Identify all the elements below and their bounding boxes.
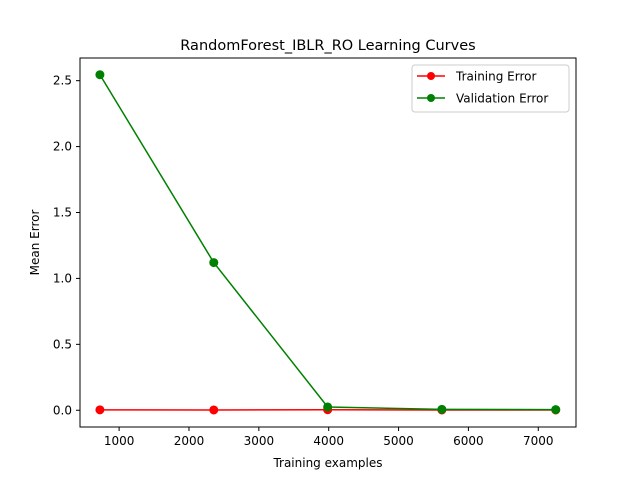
legend: Training Error Validation Error: [411, 64, 570, 113]
x-tick-label: 2000: [174, 434, 205, 448]
series-layer: [95, 70, 561, 415]
y-tick-label: 1.0: [53, 271, 72, 285]
x-axis-label: Training examples: [272, 456, 382, 470]
y-axis-label: Mean Error: [28, 210, 42, 276]
y-tick-label: 2.5: [53, 74, 72, 88]
legend-validation-error-marker: [427, 94, 435, 102]
chart-title: RandomForest_IBLR_RO Learning Curves: [180, 38, 475, 54]
y-tick-label: 0.5: [53, 337, 72, 351]
y-axis-ticks: 0.0 0.5 1.0 1.5 2.0 2.5: [53, 74, 80, 417]
validation-error-point: [209, 258, 219, 268]
y-tick-label: 1.5: [53, 206, 72, 220]
legend-training-error-label: Training Error: [455, 70, 536, 84]
legend-frame: [411, 64, 570, 113]
axes-frame: [79, 57, 577, 428]
training-error-point: [95, 405, 105, 415]
x-tick-label: 6000: [453, 434, 484, 448]
legend-validation-error-label: Validation Error: [456, 92, 548, 106]
training-error-point: [209, 405, 219, 415]
x-tick-label: 3000: [244, 434, 275, 448]
legend-training-error-marker: [427, 72, 435, 80]
plot-area: [79, 57, 577, 428]
validation-error-point: [95, 70, 105, 80]
x-tick-label: 7000: [523, 434, 554, 448]
validation-error-point: [323, 402, 333, 412]
x-tick-label: 1000: [104, 434, 135, 448]
validation-error-point: [551, 405, 561, 415]
y-tick-label: 0.0: [53, 403, 72, 417]
validation-error-point: [437, 404, 447, 414]
y-tick-label: 2.0: [53, 140, 72, 154]
x-axis-ticks: 1000 2000 3000 4000 5000 6000 7000: [104, 427, 554, 448]
x-tick-label: 4000: [313, 434, 344, 448]
x-tick-label: 5000: [383, 434, 414, 448]
